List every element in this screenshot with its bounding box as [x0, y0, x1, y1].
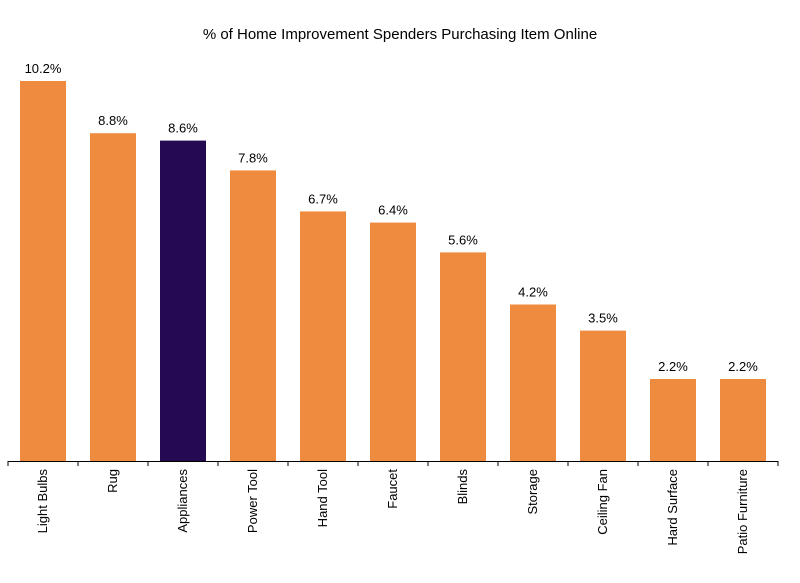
bar-light-bulbs: [20, 81, 66, 461]
category-label-rug: Rug: [105, 469, 120, 493]
bar-appliances: [160, 140, 206, 461]
value-label-light-bulbs: 10.2%: [25, 61, 62, 76]
bar-hand-tool: [300, 211, 346, 461]
bars-group: [20, 81, 766, 461]
value-label-blinds: 5.6%: [448, 232, 478, 247]
value-label-power-tool: 7.8%: [238, 150, 268, 165]
value-label-rug: 8.8%: [98, 113, 128, 128]
category-label-hand-tool: Hand Tool: [315, 469, 330, 527]
category-label-patio-furniture: Patio Furniture: [735, 469, 750, 554]
value-labels-group: 10.2% 8.8% 8.6% 7.8% 6.7% 6.4% 5.6% 4.2% 3.5% 2.2…: [25, 61, 759, 374]
category-label-faucet: Faucet: [385, 469, 400, 509]
bar-blinds: [440, 252, 486, 461]
bar-power-tool: [230, 170, 276, 461]
value-label-patio-furniture: 2.2%: [728, 359, 758, 374]
value-label-ceiling-fan: 3.5%: [588, 311, 618, 326]
value-label-hand-tool: 6.7%: [308, 191, 338, 206]
category-label-ceiling-fan: Ceiling Fan: [595, 469, 610, 535]
category-label-storage: Storage: [525, 469, 540, 515]
value-label-faucet: 6.4%: [378, 203, 408, 218]
category-label-light-bulbs: Light Bulbs: [35, 469, 50, 534]
category-label-appliances: Appliances: [175, 469, 190, 533]
x-axis: [7, 461, 779, 466]
bar-patio-furniture: [720, 379, 766, 461]
bar-hard-surface: [650, 379, 696, 461]
category-label-power-tool: Power Tool: [245, 469, 260, 533]
chart-title: % of Home Improvement Spenders Purchasin…: [202, 26, 598, 43]
category-label-hard-surface: Hard Surface: [665, 469, 680, 546]
value-label-storage: 4.2%: [518, 285, 548, 300]
bar-storage: [510, 304, 556, 461]
bar-ceiling-fan: [580, 330, 626, 461]
bar-rug: [90, 133, 136, 461]
value-label-appliances: 8.6%: [168, 121, 198, 136]
category-labels-group: Light Bulbs Rug Appliances Power Tool Hand T…: [35, 469, 750, 555]
category-label-blinds: Blinds: [455, 469, 470, 505]
bar-faucet: [370, 222, 416, 461]
value-label-hard-surface: 2.2%: [658, 359, 688, 374]
